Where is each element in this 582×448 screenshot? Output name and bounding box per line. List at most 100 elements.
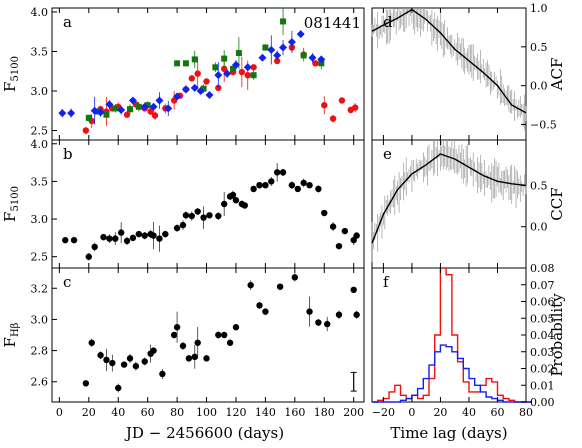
x-tick-label: 20 [82,406,96,419]
x-tick-label: 140 [255,406,276,419]
data-point [279,43,288,52]
panel-letter-f: f [383,273,390,291]
panel-letter-d: d [383,13,393,31]
data-point [141,358,148,365]
data-point [206,212,213,219]
data-point [341,227,349,235]
data-point [82,127,90,134]
data-point [279,169,287,176]
data-point [317,55,326,64]
data-point [306,308,313,315]
data-point [262,44,269,51]
data-point [329,115,337,122]
y-tick-label: 0.08 [530,262,555,275]
data-point [350,286,357,294]
data-point [141,232,148,239]
data-point [214,71,223,80]
panel-letter-c: c [63,273,71,291]
data-point [308,53,317,62]
data-point [267,45,276,54]
data-point [112,235,119,242]
data-point [103,356,110,364]
data-point [221,55,228,62]
data-point [226,339,234,346]
data-point [315,319,322,326]
y-tick-label: 4.0 [31,138,49,151]
data-point [126,355,134,362]
data-point [127,106,133,113]
data-point [70,236,78,244]
data-point [117,105,126,114]
data-point [151,112,159,119]
y-tick-label: 0.0 [530,221,548,234]
x-tick-label: 160 [284,406,305,419]
x-tick-label: 120 [225,406,246,419]
lag-histogram [372,267,532,403]
x-tick-label: 80 [519,406,533,419]
data-point [123,111,131,118]
data-point [230,65,237,72]
x-tick-label: 80 [170,406,184,419]
x-tick-label: 100 [196,406,217,419]
y-tick-label: 0.06 [530,296,555,309]
data-point [106,235,113,242]
data-point [194,339,201,346]
y-tick-label: 3.5 [31,45,49,58]
data-point [174,60,181,67]
y-tick-label: 0.5 [530,41,548,54]
data-point [117,229,125,236]
x-tick-label: 20 [433,406,447,419]
data-point [120,361,128,368]
y-tick-label: 2.6 [31,376,49,389]
y-axis-label-b: F5100 [1,186,21,222]
y-tick-label: 2.5 [31,125,49,138]
y-tick-label: 3.0 [31,85,49,98]
data-point [97,352,104,359]
x-axis-label-left: JD − 2456600 (days) [124,424,284,442]
y-tick-label: 0.07 [530,279,555,292]
panel-frame-c [51,267,365,403]
data-point [179,342,187,350]
data-point [273,57,281,65]
data-point [232,197,240,204]
data-point [351,104,359,111]
data-point [173,92,182,101]
lag-histogram [372,344,532,403]
data-point [338,97,346,104]
data-point [140,102,149,111]
data-point [200,85,207,92]
data-point [123,237,131,245]
data-point [129,234,137,242]
data-point [321,102,328,109]
data-point [196,86,205,95]
data-point [128,96,137,105]
data-point [156,235,163,242]
panel-letter-a: a [63,13,72,31]
data-point [241,202,248,209]
x-tick-label: 40 [462,406,476,419]
y-tick-label: 2.8 [31,345,49,358]
data-point [200,214,207,221]
y-axis-label-e: CCF [548,187,566,220]
data-point [205,90,214,99]
data-point [91,243,98,251]
data-point [312,60,319,67]
data-point [262,308,269,315]
data-point [188,75,196,82]
y-axis-label-a: F5100 [1,56,21,92]
data-point [353,232,360,239]
data-point [181,85,190,94]
x-tick-label: 0 [408,406,415,419]
data-point [103,111,110,118]
data-point [321,209,328,217]
y-tick-label: 0.01 [530,379,555,392]
data-point [173,224,181,232]
data-point [112,105,119,112]
data-point [306,181,313,189]
data-point [179,221,187,229]
data-point [247,281,254,289]
data-point [159,370,166,378]
y-tick-label: 0.05 [530,312,555,325]
data-point [194,70,201,77]
y-tick-label: 3.0 [31,313,49,326]
